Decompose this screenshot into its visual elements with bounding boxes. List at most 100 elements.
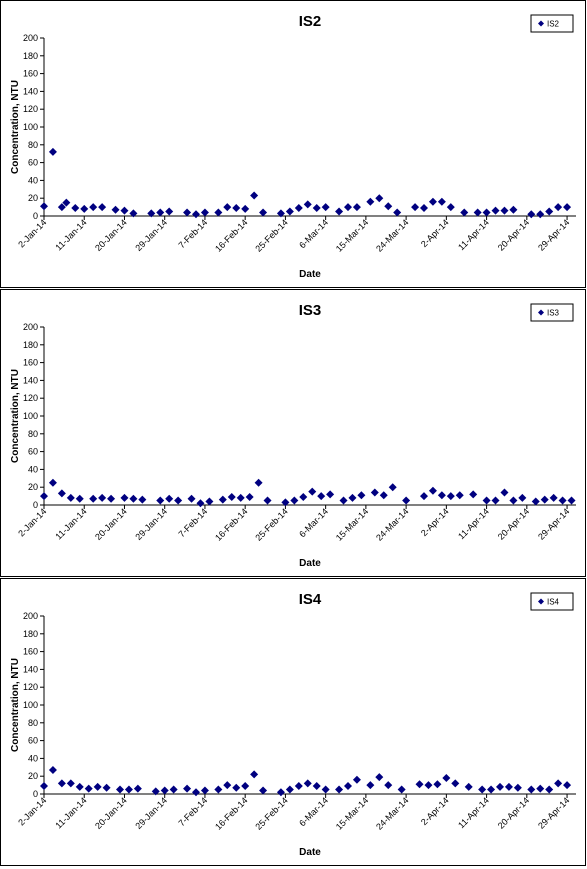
y-tick-label: 80 bbox=[28, 718, 38, 728]
y-tick-label: 40 bbox=[28, 464, 38, 474]
data-point bbox=[411, 203, 420, 212]
data-point bbox=[335, 785, 344, 794]
data-point bbox=[259, 208, 268, 217]
y-tick-label: 180 bbox=[23, 340, 38, 350]
data-point bbox=[169, 785, 178, 794]
legend-label: IS2 bbox=[547, 20, 560, 29]
data-point bbox=[66, 779, 75, 788]
x-tick-label: 15-Mar-14 bbox=[334, 506, 370, 542]
data-point bbox=[339, 496, 348, 505]
data-point bbox=[276, 209, 285, 218]
y-tick-label: 140 bbox=[23, 664, 38, 674]
data-point bbox=[236, 493, 245, 502]
y-tick-label: 20 bbox=[28, 193, 38, 203]
data-point bbox=[232, 783, 241, 792]
data-point bbox=[165, 494, 174, 503]
x-tick-label: 29-Jan-14 bbox=[133, 217, 169, 253]
data-point bbox=[40, 781, 48, 790]
data-point bbox=[129, 209, 138, 218]
data-point bbox=[344, 203, 352, 212]
data-point bbox=[478, 785, 487, 794]
x-tick-label: 24-Mar-14 bbox=[374, 795, 410, 831]
data-point bbox=[428, 486, 437, 495]
data-point bbox=[545, 207, 554, 216]
y-axis-label: Concentration, NTU bbox=[10, 658, 21, 752]
y-tick-label: 200 bbox=[23, 611, 38, 621]
data-point bbox=[57, 203, 66, 212]
data-point bbox=[303, 200, 312, 209]
x-tick-label: 24-Mar-14 bbox=[374, 506, 410, 542]
data-point bbox=[563, 203, 572, 212]
data-point bbox=[420, 203, 428, 212]
data-point bbox=[482, 208, 491, 217]
data-point bbox=[120, 206, 129, 215]
chart-panel-is2: IS2 0 20 40 60 80 100 120 140 160 180 200 2-Jan-14 11… bbox=[0, 0, 586, 288]
data-point bbox=[303, 779, 312, 788]
y-tick-label: 40 bbox=[28, 175, 38, 185]
data-point bbox=[218, 495, 227, 504]
y-tick-label: 60 bbox=[28, 447, 38, 457]
data-point bbox=[464, 782, 473, 791]
data-point bbox=[227, 492, 236, 501]
data-point bbox=[120, 493, 129, 502]
chart-panel-is4: IS4 0 20 40 60 80 100 120 140 160 180 200 2-Jan-14 11… bbox=[0, 578, 586, 866]
data-point bbox=[527, 785, 536, 794]
data-point bbox=[500, 206, 509, 215]
y-tick-label: 0 bbox=[33, 789, 38, 799]
data-point bbox=[192, 210, 200, 219]
data-point bbox=[312, 203, 321, 212]
y-tick-label: 140 bbox=[23, 375, 38, 385]
data-point bbox=[424, 781, 433, 790]
legend: IS2 bbox=[530, 14, 574, 33]
data-point bbox=[335, 207, 344, 216]
data-point bbox=[384, 781, 393, 790]
data-point bbox=[563, 781, 572, 790]
data-point bbox=[98, 203, 107, 212]
x-tick-label: 2-Jan-14 bbox=[16, 217, 48, 249]
x-tick-label: 11-Jan-14 bbox=[53, 795, 88, 830]
legend-box bbox=[530, 303, 574, 322]
data-point bbox=[156, 208, 165, 217]
data-point bbox=[536, 210, 545, 219]
y-tick-label: 0 bbox=[33, 211, 38, 221]
x-tick-label: 6-Mar-14 bbox=[297, 506, 330, 539]
data-point bbox=[183, 208, 192, 217]
data-point bbox=[500, 488, 509, 497]
y-tick-label: 60 bbox=[28, 736, 38, 746]
data-point bbox=[205, 497, 214, 506]
data-point bbox=[57, 779, 66, 788]
data-point bbox=[48, 765, 57, 774]
x-tick-label: 7-Feb-14 bbox=[176, 795, 209, 828]
data-point bbox=[196, 499, 205, 508]
data-point bbox=[241, 204, 250, 213]
data-point bbox=[111, 205, 120, 214]
data-point bbox=[321, 203, 330, 212]
y-tick-label: 100 bbox=[23, 122, 38, 132]
data-point bbox=[40, 202, 48, 211]
data-point bbox=[460, 208, 469, 217]
y-tick-label: 80 bbox=[28, 429, 38, 439]
data-point bbox=[384, 202, 393, 211]
x-tick-label: 29-Apr-14 bbox=[536, 795, 571, 830]
data-point bbox=[259, 786, 268, 795]
data-point bbox=[71, 203, 80, 212]
data-point bbox=[446, 203, 455, 212]
data-point bbox=[420, 492, 428, 501]
x-tick-label: 20-Jan-14 bbox=[93, 795, 129, 831]
y-tick-label: 40 bbox=[28, 753, 38, 763]
data-point bbox=[80, 204, 89, 213]
x-tick-label: 11-Jan-14 bbox=[53, 217, 88, 252]
x-tick-label: 6-Mar-14 bbox=[297, 795, 330, 828]
data-point bbox=[482, 496, 491, 505]
data-point bbox=[187, 494, 196, 503]
data-point bbox=[40, 492, 48, 501]
data-point bbox=[397, 785, 406, 794]
x-tick-label: 2-Apr-14 bbox=[419, 506, 451, 538]
data-point bbox=[509, 205, 518, 214]
data-point bbox=[321, 785, 330, 794]
y-tick-label: 20 bbox=[28, 771, 38, 781]
data-point bbox=[402, 496, 411, 505]
data-point bbox=[352, 203, 361, 212]
data-point bbox=[554, 203, 563, 212]
